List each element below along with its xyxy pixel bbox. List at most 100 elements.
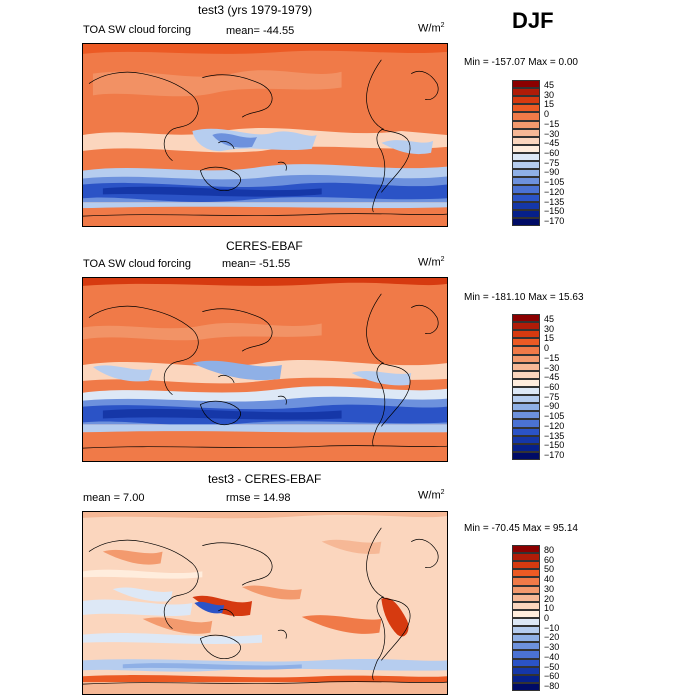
panel-2-units: W/m2 bbox=[418, 256, 445, 269]
panel-2-colorbar: 45 30 15 0 −15 −30 −45 −60 −75 −90 −105 −120 −135 −15… bbox=[512, 314, 592, 460]
colorbar-swatch bbox=[512, 626, 540, 635]
panel-3-rmse: rmse = 14.98 bbox=[226, 492, 291, 504]
colorbar-swatch bbox=[512, 561, 540, 570]
colorbar-tick-label: −170 bbox=[544, 450, 565, 461]
colorbar-tick-label: −45 bbox=[544, 138, 560, 149]
colorbar-tick-label: −60 bbox=[544, 671, 560, 682]
panel-2-map bbox=[82, 277, 448, 462]
colorbar-tick-label: −120 bbox=[544, 420, 565, 431]
colorbar-swatch bbox=[512, 666, 540, 675]
colorbar-swatch bbox=[512, 378, 540, 387]
colorbar-tick-label: −30 bbox=[544, 362, 560, 373]
colorbar-tick-label: −15 bbox=[544, 118, 560, 129]
panel-3-title: test3 - CERES-EBAF bbox=[208, 472, 322, 486]
colorbar-tick-label: 45 bbox=[544, 313, 555, 324]
colorbar-tick-label: −20 bbox=[544, 632, 560, 643]
colorbar-tick-label: −30 bbox=[544, 128, 560, 139]
colorbar-tick-label: −150 bbox=[544, 206, 565, 217]
colorbar-tick-label: 15 bbox=[544, 333, 555, 344]
colorbar-swatch bbox=[512, 96, 540, 105]
season-label: DJF bbox=[512, 8, 554, 33]
colorbar-swatch bbox=[512, 193, 540, 202]
panel-3-min-max: Min = -70.45 Max = 95.14 bbox=[464, 523, 578, 534]
colorbar-swatch bbox=[512, 395, 540, 404]
colorbar-tick-label: −60 bbox=[544, 148, 560, 158]
colorbar-tick-label: 30 bbox=[544, 89, 555, 100]
colorbar-tick-label: 0 bbox=[544, 613, 550, 623]
colorbar-swatch bbox=[512, 427, 540, 436]
colorbar-tick-label: −30 bbox=[544, 642, 560, 653]
colorbar-swatch bbox=[512, 153, 540, 162]
colorbar-tick-label: −105 bbox=[544, 411, 565, 422]
colorbar-tick-label: −10 bbox=[544, 622, 560, 633]
colorbar-tick-label: −15 bbox=[544, 352, 560, 363]
colorbar-swatch bbox=[512, 609, 540, 618]
colorbar-tick-label: 40 bbox=[544, 574, 555, 585]
colorbar-tick-label: −60 bbox=[544, 382, 560, 392]
colorbar-swatch bbox=[512, 403, 540, 412]
panel-3-units: W/m2 bbox=[418, 489, 445, 502]
colorbar-swatch bbox=[512, 411, 540, 420]
panel-1-title: test3 (yrs 1979-1979) bbox=[198, 3, 313, 17]
colorbar-swatch bbox=[512, 658, 540, 667]
colorbar-swatch bbox=[512, 634, 540, 643]
colorbar-tick-label: −105 bbox=[544, 177, 565, 188]
colorbar-tick-label: 0 bbox=[544, 109, 550, 120]
colorbar-tick-label: −90 bbox=[544, 401, 560, 412]
panel-3-mean: mean = 7.00 bbox=[83, 492, 145, 504]
colorbar-tick-label: 50 bbox=[544, 564, 555, 575]
colorbar-swatch bbox=[512, 569, 540, 578]
colorbar-tick-label: −170 bbox=[544, 216, 565, 227]
colorbar-swatch bbox=[512, 682, 540, 691]
colorbar-tick-label: 0 bbox=[544, 343, 550, 354]
colorbar-swatch bbox=[512, 330, 540, 339]
colorbar-swatch bbox=[512, 419, 540, 428]
panel-1-min-max: Min = -157.07 Max = 0.00 bbox=[464, 57, 578, 68]
colorbar-swatch bbox=[512, 362, 540, 371]
colorbar-swatch bbox=[512, 387, 540, 396]
panel-1-units: W/m2 bbox=[418, 22, 445, 35]
colorbar-tick-label: −45 bbox=[544, 372, 560, 383]
colorbar-swatch bbox=[512, 338, 540, 347]
colorbar-swatch bbox=[512, 354, 540, 363]
colorbar-tick-label: 10 bbox=[544, 603, 555, 614]
colorbar-swatch bbox=[512, 169, 540, 178]
colorbar-swatch bbox=[512, 650, 540, 659]
colorbar-tick-label: 15 bbox=[544, 99, 555, 110]
panel-2-mean: mean= -51.55 bbox=[222, 258, 291, 270]
colorbar-swatch bbox=[512, 144, 540, 153]
colorbar-tick-label: 60 bbox=[544, 554, 555, 565]
colorbar-swatch bbox=[512, 136, 540, 145]
colorbar-swatch bbox=[512, 642, 540, 651]
colorbar-tick-label: 80 bbox=[544, 544, 555, 555]
colorbar-swatch bbox=[512, 370, 540, 379]
panel-3-colorbar: 80 60 50 40 30 20 10 0 −10 −20 −30 −40 −50 −60 −80 bbox=[512, 545, 592, 691]
panel-2-title: CERES-EBAF bbox=[226, 239, 303, 253]
colorbar-tick-label: −80 bbox=[544, 681, 560, 692]
colorbar-swatch bbox=[512, 593, 540, 602]
colorbar-swatch bbox=[512, 674, 540, 683]
colorbar-tick-label: −135 bbox=[544, 196, 565, 207]
colorbar-swatch bbox=[512, 104, 540, 113]
colorbar-swatch bbox=[512, 443, 540, 452]
colorbar-swatch bbox=[512, 80, 540, 89]
panel-2-min-max: Min = -181.10 Max = 15.63 bbox=[464, 292, 584, 303]
colorbar-swatch bbox=[512, 577, 540, 586]
colorbar-swatch bbox=[512, 585, 540, 594]
colorbar-swatch bbox=[512, 88, 540, 97]
panel-3-map bbox=[82, 511, 448, 695]
colorbar-swatch bbox=[512, 120, 540, 129]
colorbar-swatch bbox=[512, 217, 540, 226]
panel-1-map bbox=[82, 43, 448, 227]
colorbar-swatch bbox=[512, 322, 540, 331]
colorbar-swatch bbox=[512, 553, 540, 562]
colorbar-swatch bbox=[512, 618, 540, 627]
colorbar-tick-label: −150 bbox=[544, 440, 565, 451]
colorbar-tick-label: −75 bbox=[544, 157, 560, 168]
colorbar-swatch bbox=[512, 112, 540, 121]
colorbar-swatch bbox=[512, 451, 540, 460]
colorbar-tick-label: 30 bbox=[544, 323, 555, 334]
colorbar-tick-label: 45 bbox=[544, 79, 555, 90]
colorbar-swatch bbox=[512, 209, 540, 218]
colorbar-tick-label: −75 bbox=[544, 391, 560, 402]
